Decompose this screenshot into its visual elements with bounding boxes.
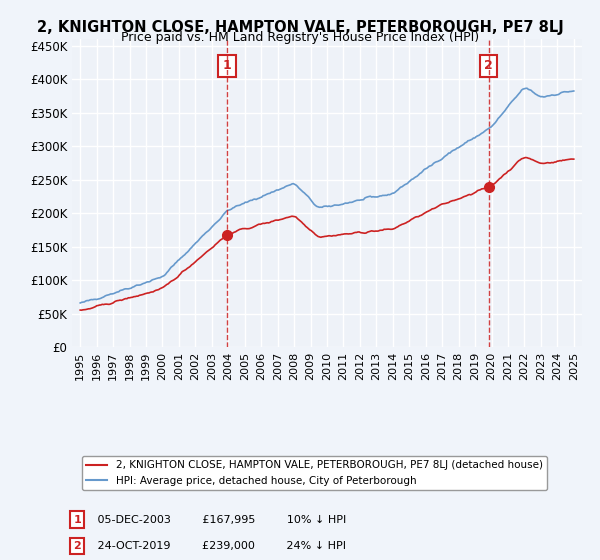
Text: 2, KNIGHTON CLOSE, HAMPTON VALE, PETERBOROUGH, PE7 8LJ: 2, KNIGHTON CLOSE, HAMPTON VALE, PETERBO… <box>37 20 563 35</box>
Text: 05-DEC-2003         £167,995         10% ↓ HPI: 05-DEC-2003 £167,995 10% ↓ HPI <box>88 515 347 525</box>
Text: 2: 2 <box>73 541 81 551</box>
Text: 24-OCT-2019         £239,000         24% ↓ HPI: 24-OCT-2019 £239,000 24% ↓ HPI <box>88 541 346 551</box>
Text: 1: 1 <box>73 515 81 525</box>
Legend: 2, KNIGHTON CLOSE, HAMPTON VALE, PETERBOROUGH, PE7 8LJ (detached house), HPI: Av: 2, KNIGHTON CLOSE, HAMPTON VALE, PETERBO… <box>82 456 547 490</box>
Text: 1: 1 <box>223 59 232 72</box>
Text: Price paid vs. HM Land Registry's House Price Index (HPI): Price paid vs. HM Land Registry's House … <box>121 31 479 44</box>
Text: 2: 2 <box>484 59 493 72</box>
